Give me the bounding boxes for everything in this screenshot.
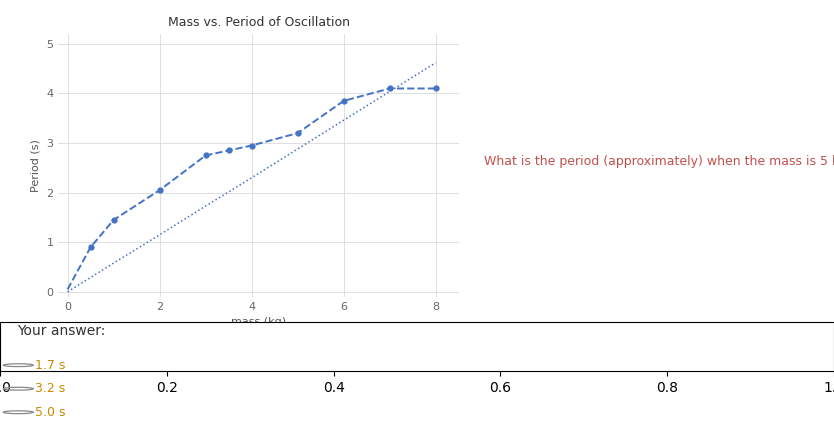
X-axis label: mass (kg): mass (kg) [231, 317, 286, 327]
Model 1 [201, 204, 211, 209]
Model 1 [247, 175, 257, 180]
Model 1 [154, 232, 164, 237]
Model 1 [339, 118, 349, 123]
Text: 3.2 s: 3.2 s [35, 382, 65, 395]
Model 1 [384, 89, 394, 94]
Title: Mass vs. Period of Oscillation: Mass vs. Period of Oscillation [168, 16, 349, 28]
Model 1 [293, 146, 303, 151]
Text: What is the period (approximately) when the mass is 5 kg?: What is the period (approximately) when … [484, 155, 834, 167]
Model 1 [108, 260, 118, 265]
Model 1 [430, 60, 440, 65]
Y-axis label: Period (s): Period (s) [31, 139, 41, 192]
Text: 1.7 s: 1.7 s [35, 359, 65, 372]
Text: 5.0 s: 5.0 s [35, 406, 66, 419]
Text: Your answer:: Your answer: [17, 324, 105, 338]
Line: Model 1: Model 1 [68, 63, 435, 292]
Legend: Model 1, Model 2: Model 1, Model 2 [163, 351, 354, 370]
Model 1 [63, 289, 73, 294]
